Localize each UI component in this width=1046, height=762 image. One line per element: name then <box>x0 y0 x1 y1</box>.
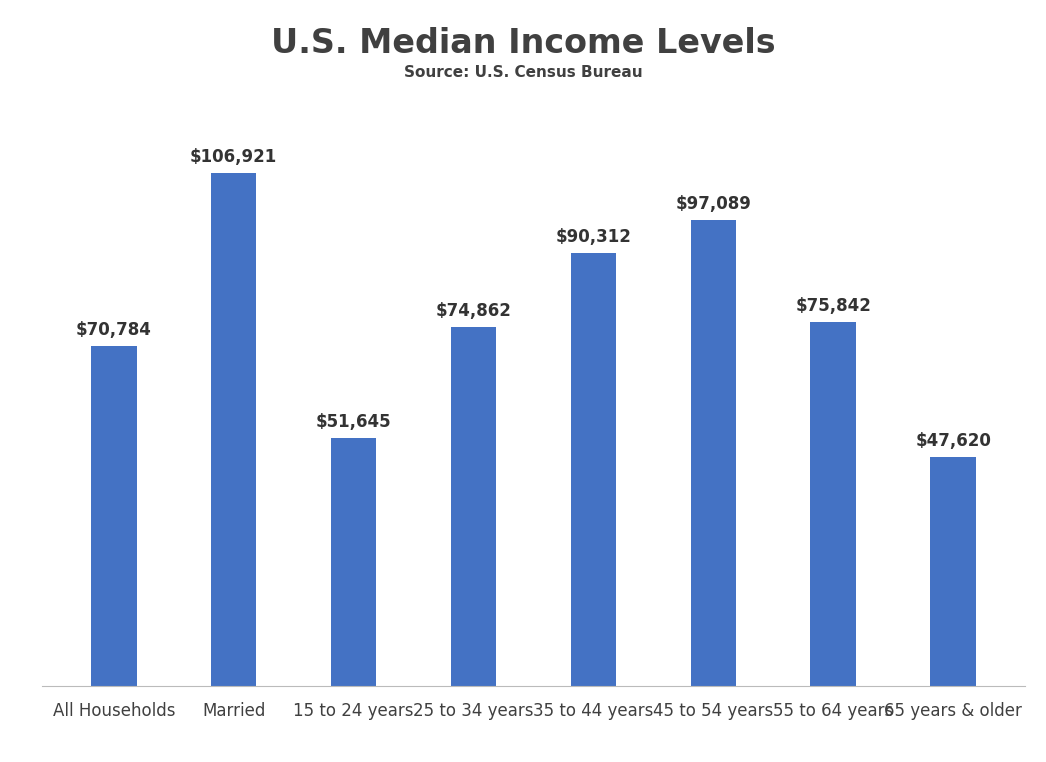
Bar <box>211 173 256 686</box>
Text: $90,312: $90,312 <box>555 228 632 245</box>
Text: $97,089: $97,089 <box>676 195 751 213</box>
Bar <box>451 327 496 686</box>
Text: $51,645: $51,645 <box>316 413 391 431</box>
Text: $47,620: $47,620 <box>915 432 991 450</box>
Bar <box>571 253 616 686</box>
Text: $75,842: $75,842 <box>795 297 871 315</box>
Bar <box>331 438 377 686</box>
Bar <box>811 322 856 686</box>
Text: $74,862: $74,862 <box>435 302 511 320</box>
Text: Source: U.S. Census Bureau: Source: U.S. Census Bureau <box>404 65 642 80</box>
Text: $70,784: $70,784 <box>76 322 152 339</box>
Bar <box>930 457 976 686</box>
Text: U.S. Median Income Levels: U.S. Median Income Levels <box>271 27 775 59</box>
Bar <box>91 347 137 686</box>
Bar <box>690 220 736 686</box>
Text: $106,921: $106,921 <box>190 148 277 166</box>
